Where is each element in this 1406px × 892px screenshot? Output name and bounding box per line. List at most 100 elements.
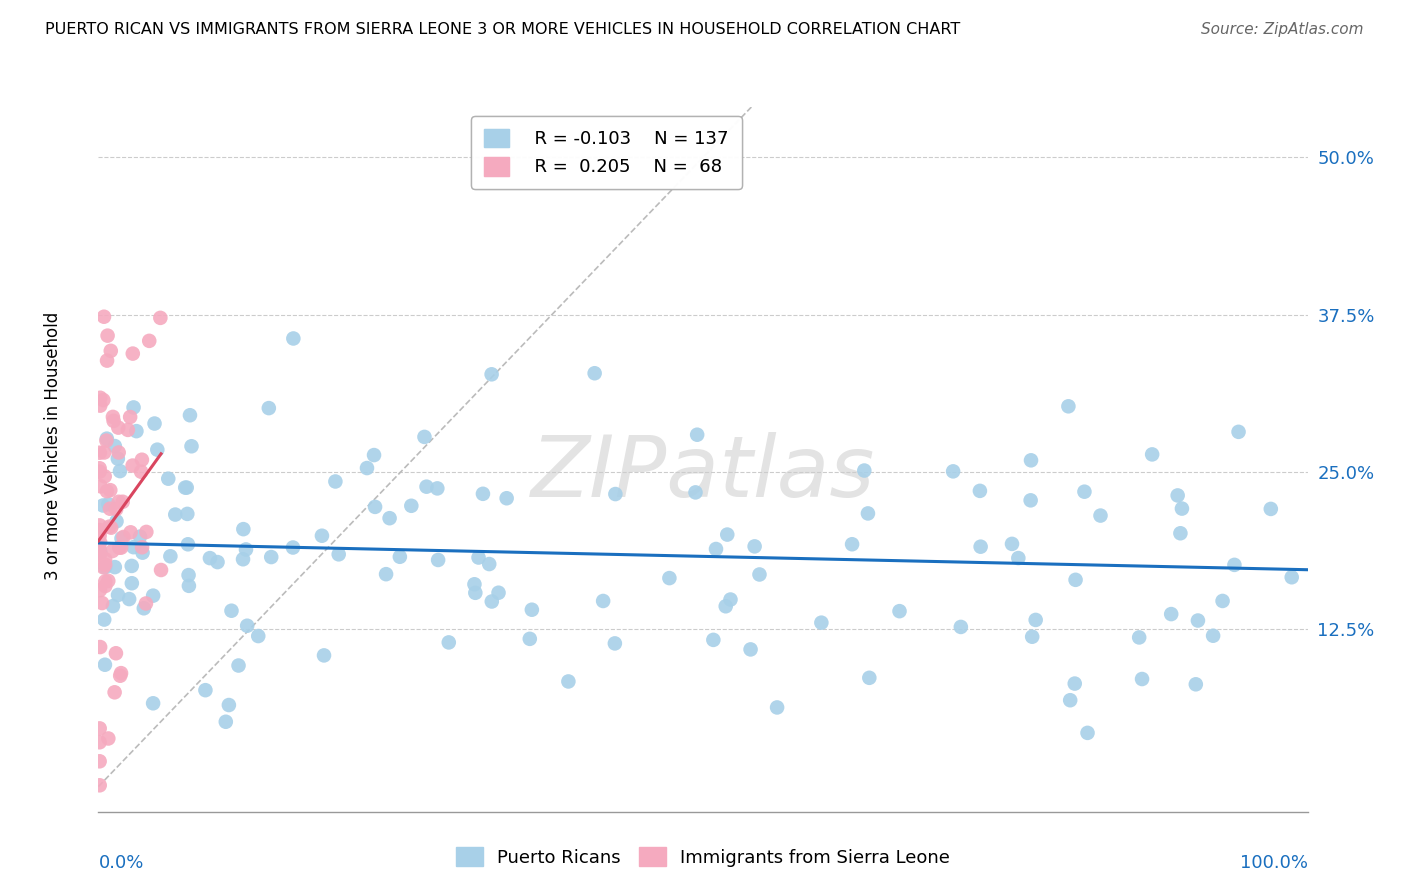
Point (427, 553, 450, 567)
Point (356, 461, 378, 475)
Point (121, 558, 143, 573)
Point (1059, 693, 1081, 707)
Point (108, 669, 131, 683)
Point (94, 552, 117, 566)
Point (125, 424, 148, 438)
Point (142, 696, 165, 710)
Point (1171, 501, 1194, 516)
Point (121, 346, 143, 360)
Point (176, 507, 198, 521)
Point (180, 439, 202, 453)
Point (117, 423, 139, 437)
Legend: Puerto Ricans, Immigrants from Sierra Leone: Puerto Ricans, Immigrants from Sierra Le… (449, 840, 957, 874)
Point (1160, 607, 1182, 621)
Point (107, 588, 129, 602)
Point (426, 482, 449, 496)
Point (103, 414, 125, 428)
Point (605, 487, 627, 501)
Point (583, 366, 606, 380)
Point (841, 537, 863, 551)
Point (131, 541, 153, 555)
Point (96, 434, 118, 448)
Text: 100.0%: 100.0% (1240, 854, 1308, 872)
Point (98, 483, 121, 498)
Point (122, 540, 145, 554)
Point (194, 683, 217, 698)
Point (1128, 631, 1150, 645)
Point (174, 481, 197, 495)
Point (603, 636, 626, 650)
Point (1212, 594, 1234, 608)
Point (118, 592, 141, 607)
Point (658, 571, 681, 585)
Point (157, 472, 180, 486)
Point (89, 548, 111, 562)
Point (949, 620, 972, 634)
Point (146, 442, 169, 457)
Point (1202, 629, 1225, 643)
Point (311, 529, 333, 543)
Point (1223, 558, 1246, 572)
Point (89, 754, 111, 768)
Point (91, 499, 114, 513)
Point (159, 549, 181, 564)
Point (107, 420, 129, 434)
Point (89, 524, 111, 539)
Point (232, 552, 254, 566)
Point (94, 558, 117, 572)
Point (110, 541, 132, 555)
Point (720, 592, 742, 607)
Point (363, 448, 385, 462)
Point (131, 452, 153, 467)
Point (481, 594, 503, 608)
Point (101, 544, 124, 558)
Point (105, 514, 128, 528)
Point (1167, 488, 1189, 502)
Point (129, 530, 152, 544)
Point (1260, 502, 1282, 516)
Point (122, 401, 145, 415)
Point (415, 480, 437, 494)
Point (93, 310, 115, 324)
Point (519, 632, 541, 646)
Point (281, 541, 304, 555)
Point (236, 619, 259, 633)
Point (1064, 573, 1087, 587)
Point (100, 343, 122, 358)
Point (121, 576, 143, 591)
Point (90, 479, 112, 493)
Point (235, 542, 257, 557)
Point (592, 594, 614, 608)
Point (257, 401, 280, 416)
Point (108, 464, 131, 478)
Point (467, 550, 489, 565)
Point (1057, 400, 1080, 414)
Text: 0.0%: 0.0% (98, 854, 143, 872)
Point (1073, 484, 1095, 499)
Point (89, 722, 111, 736)
Point (121, 458, 143, 473)
Point (853, 464, 876, 478)
Point (1170, 526, 1192, 541)
Text: PUERTO RICAN VS IMMIGRANTS FROM SIERRA LEONE 3 OR MORE VEHICLES IN HOUSEHOLD COR: PUERTO RICAN VS IMMIGRANTS FROM SIERRA L… (45, 22, 960, 37)
Point (969, 540, 991, 554)
Point (378, 511, 401, 525)
Point (91, 596, 114, 610)
Point (143, 417, 166, 431)
Point (96, 432, 118, 446)
Point (89, 542, 111, 557)
Point (131, 546, 153, 560)
Point (1227, 425, 1250, 439)
Point (96, 484, 118, 499)
Point (93, 613, 115, 627)
Point (89, 545, 111, 559)
Point (89, 529, 111, 543)
Point (714, 599, 737, 614)
Point (221, 604, 243, 618)
Point (215, 714, 238, 729)
Point (478, 557, 501, 571)
Point (388, 549, 411, 564)
Point (110, 532, 132, 546)
Point (488, 585, 510, 599)
Point (104, 646, 127, 660)
